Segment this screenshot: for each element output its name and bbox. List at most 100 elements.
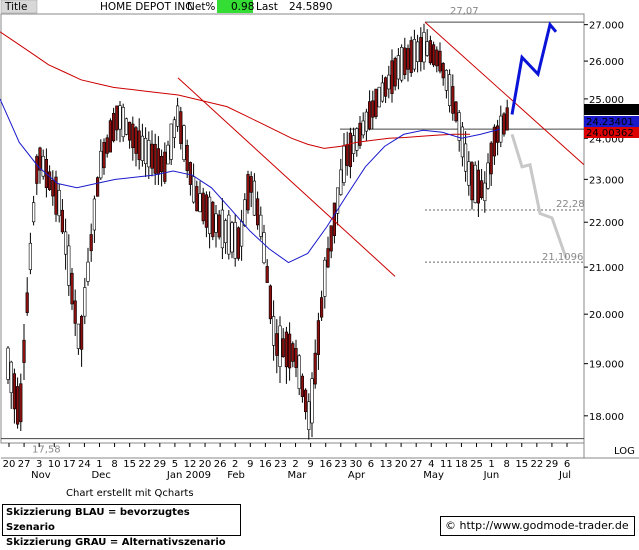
annotation-label: 27,07	[450, 6, 479, 17]
candle-body	[457, 112, 461, 141]
candle-body	[332, 202, 337, 237]
candle-body	[297, 355, 301, 389]
candle-body	[115, 105, 119, 131]
candle-body	[294, 348, 298, 368]
candle-body	[6, 347, 10, 380]
x-tick-label: 20	[3, 459, 16, 470]
x-tick-label: 2	[292, 459, 298, 470]
x-tick-label: 20	[199, 459, 212, 470]
candle-body	[281, 338, 285, 357]
moving-average-blue	[0, 98, 501, 264]
price-badge	[584, 127, 639, 138]
netpct-cell	[217, 0, 253, 13]
x-tick-label: 30	[349, 459, 362, 470]
candle-body	[51, 179, 55, 197]
candle-body	[12, 373, 16, 410]
candle-body	[233, 222, 237, 259]
x-tick-label: 23	[274, 459, 287, 470]
candle-body	[339, 169, 343, 195]
candle-body	[86, 261, 90, 282]
candle-body	[383, 77, 388, 97]
candle-body	[489, 142, 493, 175]
candle-body	[240, 221, 244, 247]
candle-body	[316, 320, 321, 355]
candle-body	[9, 361, 13, 394]
candle-body	[268, 285, 273, 320]
candle-body	[255, 198, 260, 226]
scenario-legend: Skizzierung BLAU = bevorzugtes Szenario …	[2, 504, 241, 548]
candle-body	[444, 69, 449, 91]
candle-body	[447, 74, 452, 106]
candle-body	[54, 176, 58, 215]
candle-body	[460, 126, 465, 158]
x-month-label: Jul	[558, 470, 571, 481]
x-tick-label: 17	[63, 459, 76, 470]
candle-body	[198, 193, 202, 213]
candle-body	[422, 32, 426, 63]
y-tick-label: 18.000	[589, 412, 624, 423]
candle-body	[252, 180, 257, 216]
candle-body	[99, 150, 103, 179]
candle-body	[60, 209, 64, 233]
candle-body	[92, 198, 96, 231]
x-tick-label: 20	[395, 459, 408, 470]
candle-body	[451, 86, 455, 114]
candle-body	[265, 266, 269, 283]
candle-body	[502, 113, 506, 135]
candle-body	[236, 227, 241, 259]
symbol-name: HOME DEPOT INC	[100, 1, 193, 13]
trendline	[177, 77, 396, 277]
candle-body	[262, 232, 266, 264]
candle-body	[278, 325, 282, 367]
candle-body	[166, 144, 170, 165]
candle-body	[224, 220, 228, 244]
candle-body	[335, 187, 340, 214]
candle-body	[287, 333, 292, 369]
candle-body	[31, 202, 36, 223]
candle-body	[227, 214, 231, 255]
candles	[6, 23, 509, 440]
candle-body	[192, 176, 196, 203]
y-tick-label: 24.000	[589, 134, 624, 145]
x-tick-label: 18	[455, 459, 468, 470]
y-tick-label: 23.000	[589, 175, 624, 186]
candle-body	[479, 180, 484, 199]
annotation-label: 22,28	[556, 199, 585, 210]
candle-body	[326, 248, 330, 268]
candle-body	[47, 171, 52, 190]
candle-body	[380, 82, 385, 102]
candle-body	[246, 174, 250, 211]
legend-grey: Skizzierung GRAU = Alternativszenario	[6, 537, 226, 548]
candle-body	[195, 186, 199, 212]
candle-body	[64, 231, 68, 255]
candle-body	[409, 40, 413, 74]
x-tick-label: 3	[36, 459, 42, 470]
candle-body	[22, 339, 26, 363]
candle-body	[182, 125, 186, 160]
x-tick-label: 25	[470, 459, 483, 470]
x-tick-label: 8	[111, 459, 117, 470]
candle-body	[249, 176, 253, 193]
candle-body	[41, 155, 45, 177]
candle-body	[188, 162, 193, 185]
candle-body	[486, 162, 490, 189]
candle-body	[67, 245, 71, 286]
candle-body	[176, 105, 180, 127]
candle-body	[89, 234, 93, 252]
candle-body	[220, 209, 225, 249]
candle-body	[208, 196, 212, 234]
last-label: Last	[256, 1, 278, 13]
candle-body	[271, 316, 276, 346]
website-link[interactable]: © http://www.godmode-trader.de	[440, 516, 635, 536]
candle-body	[28, 242, 33, 270]
x-tick-label: 6	[368, 459, 374, 470]
candle-body	[108, 120, 112, 153]
candle-body	[435, 49, 439, 67]
scenario-grey	[510, 133, 568, 259]
x-month-label: Dec	[91, 470, 110, 481]
x-tick-label: 6	[564, 459, 570, 470]
candle-body	[396, 55, 401, 80]
trendline	[424, 21, 585, 166]
candle-body	[76, 323, 80, 349]
x-month-label: Mar	[288, 470, 308, 481]
